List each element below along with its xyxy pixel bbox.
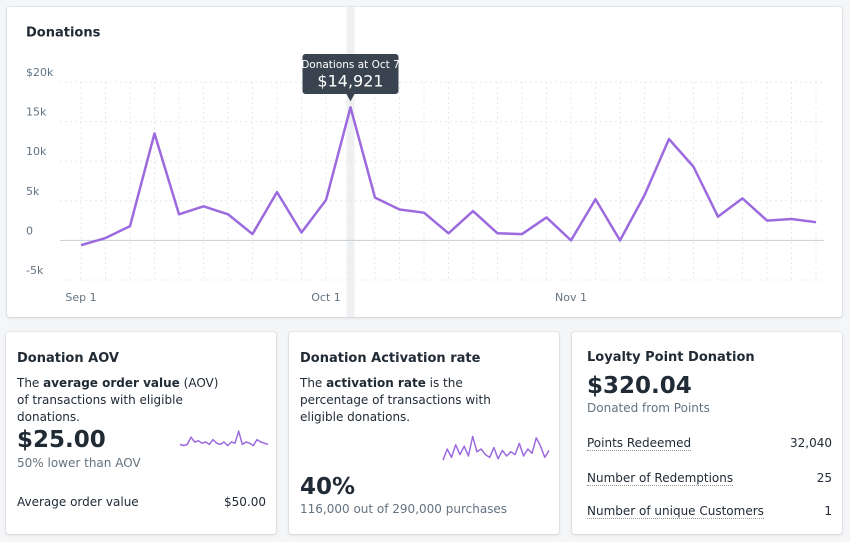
row-label-text: Number of Redemptions [587,471,734,486]
sparkline [179,430,269,447]
row-label: Average order value [17,495,139,509]
card-title: Donation AOV [17,351,119,366]
row-value: 32,040 [790,436,832,450]
y-tick-label: -5k [26,264,44,277]
y-tick-label: 10k [26,145,47,158]
chart-title: Donations [26,26,101,41]
tooltip-box [302,54,399,94]
metric: $25.00 [17,427,106,453]
tooltip-value: $14,921 [317,72,383,91]
row-label: Points Redeemed [587,436,692,451]
tooltip-title: Donations at Oct 7 [301,59,400,71]
row-label-text: Points Redeemed [587,436,692,451]
metric-sub: Donated from Points [587,401,710,415]
sparkline [442,435,550,461]
metric-sub: 116,000 out of 290,000 purchases [300,502,508,516]
y-tick-label: 5k [26,185,40,198]
chart: Donations $20k 15k 10k 5k 0 -5k Sep 1 Oct 1 Nov … [26,7,824,317]
line [80,106,817,247]
bold-text: activation rate [326,376,426,390]
x-tick-label: Oct 1 [311,291,341,304]
x-tick-label: Sep 1 [65,291,96,304]
card-title: Donation Activation rate [300,351,481,366]
bold-text: average order value [43,376,180,390]
activation-card: Donation Activation rate The activation … [289,332,559,534]
loyalty-card: Loyalty Point Donation $320.04 Donated f… [572,332,842,534]
row-label-text: Number of unique Customers [587,504,764,519]
metric-sub: 50% lower than AOV [17,456,141,470]
y-tick-label: 15k [26,106,47,119]
row-label: Number of unique Customers [587,504,764,519]
card-description: The average order value (AOV) of transac… [17,375,232,426]
text: The [17,376,44,390]
x-tick-label: Nov 1 [555,291,587,304]
text: is the percentage of transactions with e… [300,376,491,424]
row-value: 1 [824,504,832,518]
metric: 40% [300,474,356,500]
text: The [300,376,327,390]
chart-card: Donations $20k 15k 10k 5k 0 -5k Sep 1 Oct 1 Nov … [7,7,842,317]
text: (AOV) of transactions with eligible dona… [17,376,219,424]
y-tick-label: 0 [26,224,33,237]
row-value: $50.00 [224,495,266,509]
tooltip-pointer [346,94,355,102]
card-title: Loyalty Point Donation [587,350,755,365]
metric: $320.04 [587,373,692,399]
line [442,435,550,461]
aov-card: Donation AOV The average order value (AO… [6,332,276,534]
y-tick-label: $20k [26,66,54,79]
line [179,430,269,447]
row-value: 25 [816,471,832,485]
row-label: Number of Redemptions [587,471,734,486]
card-description: The activation rate is the percentage of… [300,375,520,426]
